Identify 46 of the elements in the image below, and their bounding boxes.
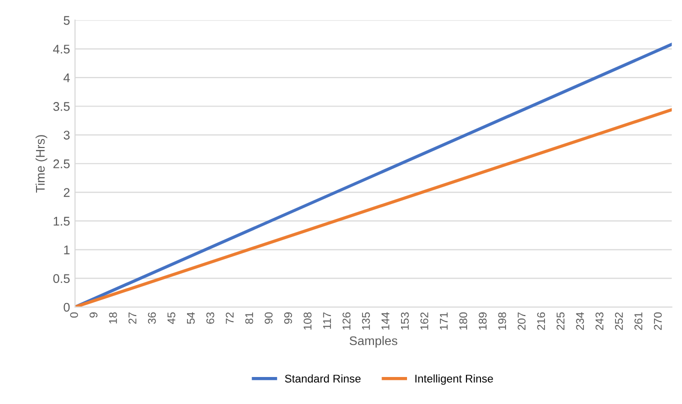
x-tick-label: 0 bbox=[70, 312, 78, 318]
y-tick-label: 2.5 bbox=[53, 159, 70, 168]
x-tick-label: 36 bbox=[148, 312, 156, 324]
x-tick-label: 108 bbox=[304, 312, 312, 330]
x-tick-label: 63 bbox=[206, 312, 214, 324]
y-tick-label: 4.5 bbox=[53, 44, 70, 54]
x-tick-label: 135 bbox=[362, 312, 370, 330]
y-tick-label: 1 bbox=[64, 246, 70, 254]
y-tick-label: 4 bbox=[63, 74, 70, 82]
y-tick-label: 0.5 bbox=[53, 274, 70, 284]
legend-label: Intelligent Rinse bbox=[415, 374, 493, 385]
x-tick-label: 225 bbox=[556, 312, 564, 330]
x-tick-label: 90 bbox=[264, 312, 273, 324]
x-tick-label: 189 bbox=[478, 312, 487, 330]
x-tick-label: 72 bbox=[226, 312, 234, 324]
legend-label: Standard Rinse bbox=[284, 374, 361, 383]
x-tick-label: 207 bbox=[518, 312, 526, 330]
x-tick-label: 216 bbox=[537, 312, 546, 330]
x-tick-label: 99 bbox=[284, 312, 292, 324]
y-tick-label: 2 bbox=[64, 188, 70, 197]
y-tick-label: 5 bbox=[64, 16, 70, 25]
x-tick-label: 171 bbox=[440, 312, 448, 330]
x-tick-label: 81 bbox=[245, 312, 254, 324]
y-tick-label: 3 bbox=[64, 130, 70, 140]
x-tick-label: 180 bbox=[459, 312, 468, 330]
y-axis-title: Time (Hrs) bbox=[36, 135, 48, 193]
x-tick-label: 18 bbox=[109, 312, 117, 324]
x-tick-label: 45 bbox=[168, 312, 176, 324]
x-tick-label: 54 bbox=[187, 312, 195, 324]
x-tick-label: 27 bbox=[128, 312, 136, 324]
x-tick-label: 126 bbox=[342, 312, 350, 330]
x-tick-label: 144 bbox=[382, 312, 390, 330]
y-tick-label: 1.5 bbox=[54, 216, 70, 226]
y-tick-label: 3.5 bbox=[53, 102, 70, 111]
x-tick-label: 162 bbox=[420, 312, 428, 330]
x-tick-label: 117 bbox=[323, 312, 331, 329]
x-tick-label: 261 bbox=[634, 312, 642, 330]
x-tick-label: 153 bbox=[400, 312, 409, 330]
x-tick-label: 252 bbox=[614, 312, 623, 330]
x-tick-label: 198 bbox=[498, 312, 506, 330]
x-tick-label: 234 bbox=[576, 312, 584, 330]
y-tick-label: 0 bbox=[64, 302, 70, 312]
x-tick-label: 243 bbox=[596, 312, 604, 330]
x-tick-label: 9 bbox=[90, 312, 98, 318]
x-axis-title: Samples bbox=[350, 336, 398, 348]
x-tick-label: 270 bbox=[654, 312, 662, 330]
